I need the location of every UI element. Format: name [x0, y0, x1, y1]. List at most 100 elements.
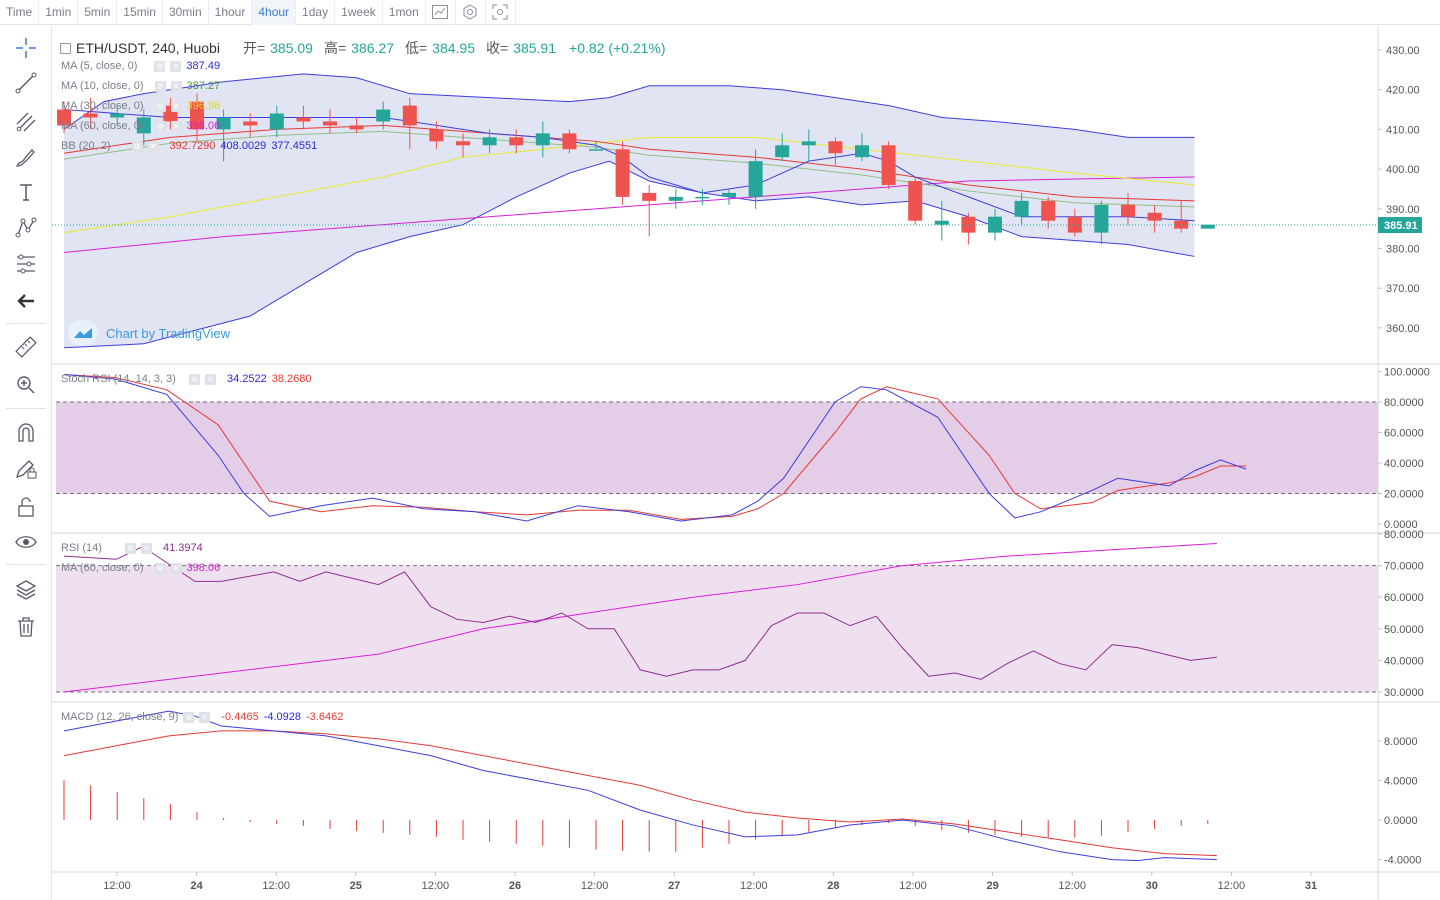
legend-ma60[interactable]: MA (60, close, 0) ⚙ ✕ 398.06	[61, 120, 220, 132]
macd-tick-label: 4.0000	[1384, 775, 1418, 787]
bollinger-upper-line	[63, 73, 1195, 138]
legend-stoch[interactable]: Stoch RSI (14, 14, 3, 3) ⚙ ✕ 34.2522 38.2…	[61, 373, 311, 385]
close-icon[interactable]: ✕	[170, 80, 182, 92]
macd-tick-label: -4.0000	[1384, 855, 1421, 867]
legend-rsi-label: RSI (14)	[61, 542, 102, 554]
price-tick-label: 370.00	[1386, 283, 1420, 295]
trash-icon[interactable]	[12, 613, 40, 641]
candle-body	[1094, 204, 1109, 233]
legend-ma30[interactable]: MA (30, close, 0) ⚙ ✕ 396.98	[61, 100, 220, 112]
settings-icon[interactable]: ⚙	[188, 373, 200, 385]
time-tick-label: 29	[986, 880, 998, 892]
rsi-tick-label: 50.0000	[1384, 624, 1424, 636]
legend-ma5[interactable]: MA (5, close, 0) ⚙ ✕ 387.49	[61, 60, 220, 72]
interval-time[interactable]: Time	[0, 0, 40, 25]
layers-icon[interactable]	[12, 576, 40, 604]
legend-bb[interactable]: BB (20, 2) ⚙ ✕ 392.7290 408.0029 377.4551	[61, 140, 317, 152]
rsi-line	[63, 546, 1217, 680]
text-icon[interactable]	[12, 178, 40, 206]
drawing-sidebar	[0, 26, 52, 900]
close-icon[interactable]: ✕	[170, 120, 182, 132]
low-label: 低=	[404, 40, 428, 56]
legend-ma5-label: MA (5, close, 0)	[61, 60, 138, 72]
candle-body	[908, 181, 923, 221]
ma5-line	[63, 109, 1195, 222]
close-icon[interactable]: ✕	[170, 562, 182, 574]
settings-icon[interactable]: ⚙	[124, 542, 136, 554]
close-icon[interactable]: ✕	[204, 373, 216, 385]
price-tick-label: 360.00	[1386, 323, 1420, 335]
prediction-icon[interactable]	[12, 250, 40, 278]
price-tick-label: 430.00	[1386, 45, 1420, 57]
interval-1day[interactable]: 1day	[296, 0, 336, 25]
legend-macd-hist: -0.4465	[221, 711, 259, 723]
time-tick-label: 24	[190, 880, 203, 892]
close-icon[interactable]: ✕	[140, 542, 152, 554]
price-tick-label: 420.00	[1386, 85, 1420, 97]
legend-macd-label: MACD (12, 26, close, 9)	[61, 711, 179, 723]
legend-ma10[interactable]: MA (10, close, 0) ⚙ ✕ 387.27	[61, 80, 220, 92]
tradingview-watermark[interactable]: Chart by TradingView	[68, 320, 230, 346]
collapse-icon[interactable]	[60, 42, 71, 54]
stoch-tick-label: 0.0000	[1384, 519, 1418, 531]
settings-icon[interactable]: ⚙	[154, 80, 166, 92]
time-tick-label: 12:00	[899, 880, 927, 892]
interval-5min[interactable]: 5min	[78, 0, 118, 25]
legend-rsi[interactable]: RSI (14) ⚙ ✕ 41.3974	[61, 542, 203, 554]
candle-body	[509, 137, 524, 146]
interval-15min[interactable]: 15min	[117, 0, 163, 25]
close-icon[interactable]: ✕	[170, 60, 182, 72]
legend-rsi-ma-label: MA (60, close, 0)	[61, 562, 144, 574]
legend-rsi-ma[interactable]: MA (60, close, 0) ⚙ ✕ 398.06	[61, 562, 220, 574]
interval-1hour[interactable]: 1hour	[209, 0, 253, 25]
back-arrow-icon[interactable]	[12, 287, 40, 315]
chart-type-icon[interactable]	[426, 0, 456, 25]
interval-1week[interactable]: 1week	[335, 0, 383, 25]
settings-icon[interactable]: ⚙	[154, 562, 166, 574]
candle-body	[668, 196, 683, 201]
pattern-icon[interactable]	[12, 214, 40, 242]
settings-icon[interactable]: ⚙	[154, 100, 166, 112]
close-icon[interactable]: ✕	[170, 100, 182, 112]
stoch-k-line	[63, 374, 1247, 522]
ruler-icon[interactable]	[12, 333, 40, 361]
lock-icon[interactable]	[12, 493, 40, 521]
zoom-icon[interactable]	[12, 371, 40, 399]
sidebar-separator	[6, 408, 46, 409]
settings-icon[interactable]: ⚙	[131, 140, 143, 152]
last-price-tag	[1378, 217, 1422, 234]
settings-hex-icon[interactable]	[456, 0, 486, 25]
settings-icon[interactable]: ⚙	[183, 711, 195, 723]
candle-body	[1041, 200, 1056, 221]
candle-body	[243, 121, 258, 126]
candle-body	[1174, 220, 1189, 229]
fullscreen-icon[interactable]	[486, 0, 516, 25]
candle-body	[323, 121, 337, 126]
settings-icon[interactable]: ⚙	[154, 60, 166, 72]
close-icon[interactable]: ✕	[199, 711, 211, 723]
interval-1min[interactable]: 1min	[39, 0, 79, 25]
candle-body	[961, 216, 976, 233]
legend-macd[interactable]: MACD (12, 26, close, 9) ⚙ ✕ -0.4465 -4.09…	[61, 711, 343, 723]
legend-bb-label: BB (20, 2)	[61, 140, 111, 152]
brush-icon[interactable]	[12, 144, 40, 172]
candle-body	[1200, 224, 1215, 229]
lock-drawing-icon[interactable]	[12, 455, 40, 483]
crosshair-icon[interactable]	[12, 34, 40, 62]
interval-1mon[interactable]: 1mon	[383, 0, 426, 25]
trend-line-icon[interactable]	[12, 69, 40, 97]
magnet-icon[interactable]	[12, 419, 40, 447]
interval-30min[interactable]: 30min	[163, 0, 209, 25]
settings-icon[interactable]: ⚙	[154, 120, 166, 132]
fib-icon[interactable]	[12, 108, 40, 136]
interval-4hour[interactable]: 4hour	[252, 0, 297, 25]
close-icon[interactable]: ✕	[147, 140, 159, 152]
time-tick-label: 28	[827, 880, 839, 892]
rsi-tick-label: 80.0000	[1384, 529, 1424, 541]
watermark-text: Chart by TradingView	[106, 325, 231, 341]
eye-icon[interactable]	[12, 528, 40, 556]
close-value: 385.91	[513, 40, 557, 56]
candle-body	[801, 141, 816, 146]
symbol-header: ETH/USDT, 240, Huobi 开= 385.09 高= 386.27 低…	[60, 38, 666, 58]
